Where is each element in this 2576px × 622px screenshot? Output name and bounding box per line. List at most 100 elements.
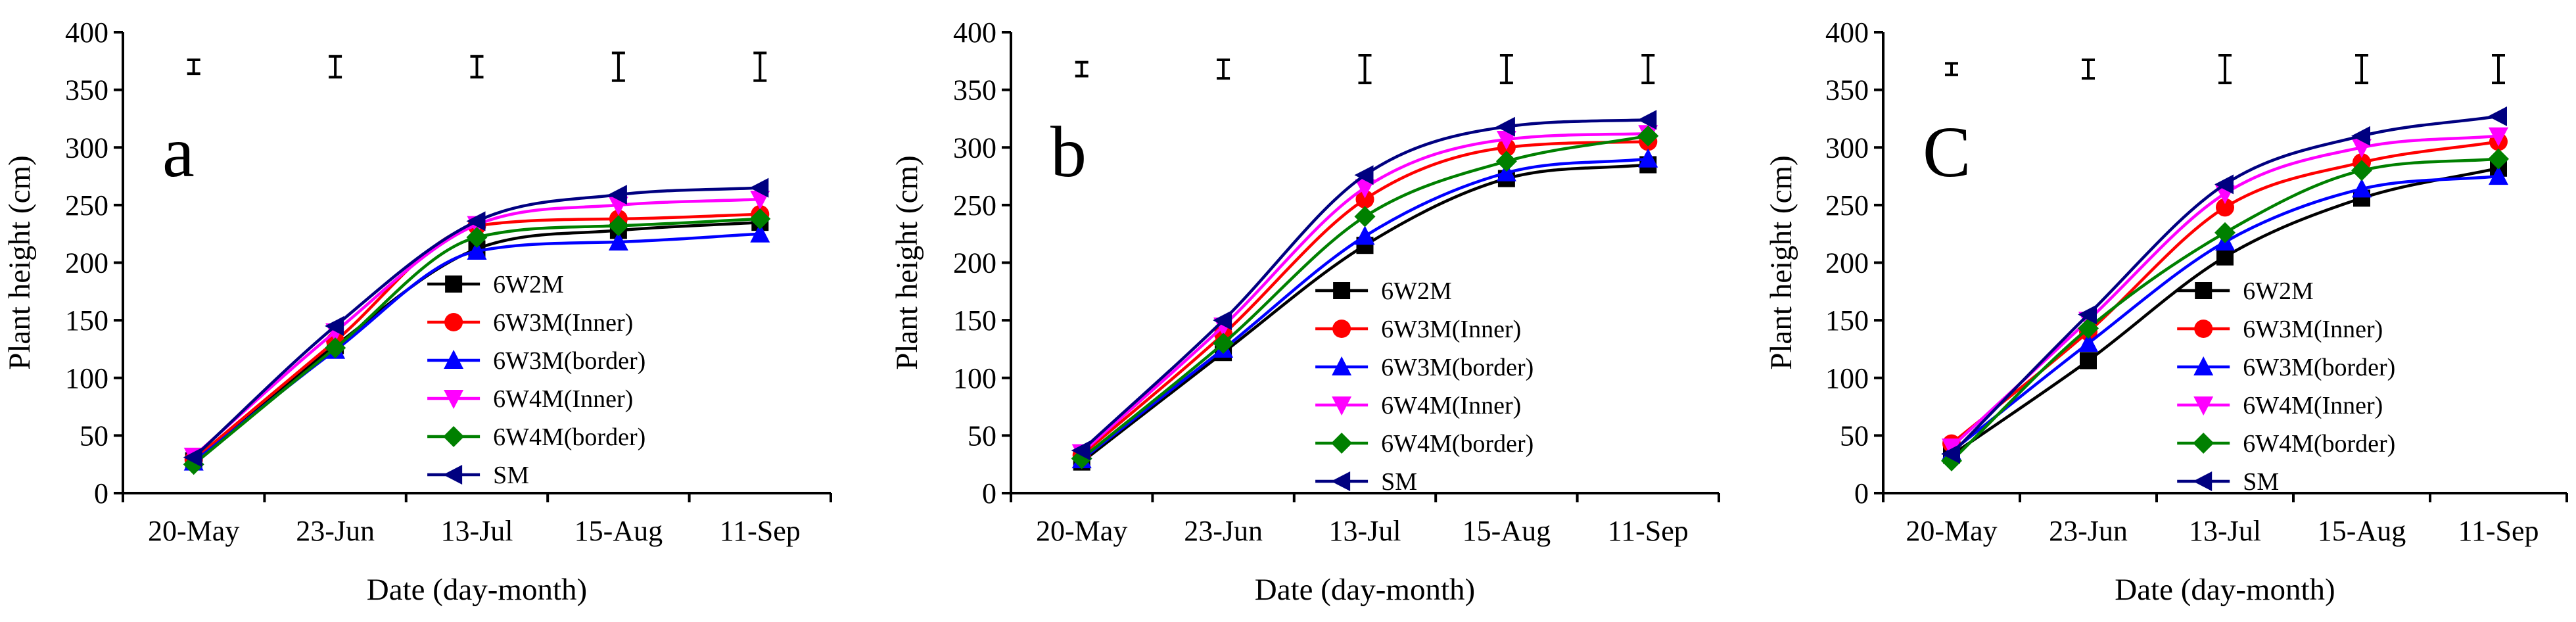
- data-point-6W4M(border): [2351, 160, 2372, 181]
- error-bar: [2492, 54, 2505, 85]
- y-tick-label: 400: [953, 16, 996, 49]
- legend: 6W2M 6W3M(Inner) 6W3M(border) 6W4M(Inner) 6W…: [1315, 277, 1534, 496]
- legend-marker: [443, 426, 465, 447]
- y-tick-label: 200: [1825, 247, 1869, 279]
- legend-item: 6W3M(Inner): [427, 309, 633, 337]
- legend-marker: [2193, 433, 2214, 454]
- x-tick-label: 11-Sep: [720, 515, 801, 547]
- legend-item: 6W3M(border): [427, 347, 645, 375]
- legend-marker: [2193, 396, 2214, 416]
- y-axis-title: Plant height (cm): [3, 155, 37, 370]
- legend-marker: [444, 313, 463, 331]
- legend-item: 6W3M(Inner): [1315, 316, 1521, 343]
- error-bar: [1945, 62, 1958, 76]
- y-axis-title: Plant height (cm): [1764, 155, 1798, 370]
- error-bar: [2082, 59, 2095, 80]
- y-tick-label: 200: [953, 247, 996, 279]
- legend-label: 6W3M(Inner): [2243, 316, 2383, 343]
- x-tick-label: 13-Jul: [441, 515, 513, 547]
- x-tick-label: 11-Sep: [1608, 515, 1689, 547]
- y-tick-label: 250: [953, 189, 996, 222]
- y-tick-label: 150: [953, 304, 996, 337]
- y-tick-label: 300: [65, 132, 108, 164]
- data-point-SM: [1071, 441, 1090, 461]
- legend-label: 6W2M: [1381, 277, 1452, 305]
- legend-marker: [1331, 471, 1351, 491]
- y-tick-label: 150: [65, 304, 108, 337]
- series-line-SM: [1950, 114, 2499, 455]
- error-bar: [329, 55, 342, 79]
- legend-label: 6W3M(border): [2243, 354, 2395, 381]
- data-point-6W3M(border): [608, 231, 628, 251]
- legend-marker: [1333, 282, 1351, 299]
- y-tick-label: 50: [80, 419, 108, 452]
- data-point-6W2M: [2216, 248, 2234, 266]
- data-point-6W4M(Inner): [1942, 438, 1961, 458]
- data-point-SM: [749, 178, 769, 198]
- y-tick-label: 0: [982, 477, 996, 510]
- legend-marker: [444, 390, 464, 409]
- data-point-SM: [2078, 304, 2097, 325]
- y-tick-label: 300: [1825, 132, 1869, 164]
- data-point-6W4M(border): [607, 215, 629, 237]
- legend-item: 6W4M(border): [2177, 430, 2395, 458]
- series-line-6W4M(border): [193, 217, 761, 466]
- data-point-SM: [2488, 106, 2507, 126]
- x-tick-label: 23-Jun: [1184, 515, 1263, 547]
- error-bar: [1358, 54, 1372, 85]
- legend-item: 6W3M(border): [2177, 354, 2395, 381]
- legend-item: SM: [1315, 468, 1417, 496]
- y-tick-label: 150: [1825, 304, 1869, 337]
- legend-marker: [443, 465, 463, 485]
- legend-marker: [2193, 471, 2213, 491]
- y-tick-label: 50: [968, 419, 996, 452]
- legend-marker: [2193, 356, 2214, 375]
- data-point-SM: [1941, 444, 1960, 464]
- data-point-6W4M(border): [466, 226, 488, 248]
- legend-label: 6W2M: [493, 271, 564, 299]
- series-line-6W4M(Inner): [1081, 132, 1649, 454]
- legend-marker: [2195, 282, 2213, 299]
- legend-marker: [1332, 356, 1352, 375]
- data-point-SM: [325, 316, 344, 336]
- x-axis-title: Date (day-month): [1255, 573, 1475, 607]
- data-point-6W3M(border): [1638, 148, 1658, 168]
- data-point-6W4M(border): [325, 337, 346, 359]
- series-line-6W3M(border): [1950, 174, 2499, 453]
- legend-marker: [1331, 433, 1353, 454]
- x-tick-label: 15-Aug: [574, 515, 663, 547]
- chart-panel-2: 0 50 100 150 200 250 300 350 400 20-May 23-Jun 13-J…: [890, 16, 1720, 607]
- data-point-6W3M(border): [1355, 226, 1375, 245]
- legend-label: 6W3M(Inner): [1381, 316, 1521, 343]
- legend-label: 6W3M(Inner): [493, 309, 633, 337]
- legend-label: 6W3M(border): [493, 347, 645, 375]
- x-tick-label: 20-May: [148, 515, 239, 547]
- series-line-6W4M(border): [1081, 134, 1649, 460]
- series-line-6W3M(Inner): [1081, 140, 1649, 456]
- legend-item: 6W2M: [1315, 277, 1452, 305]
- x-tick-label: 15-Aug: [2318, 515, 2406, 547]
- legend-item: 6W4M(Inner): [427, 385, 633, 413]
- legend-label: 6W2M: [2243, 277, 2314, 305]
- data-point-6W4M(Inner): [2489, 127, 2508, 147]
- data-point-6W4M(border): [1213, 333, 1234, 354]
- y-tick-label: 0: [1854, 477, 1869, 510]
- x-tick-label: 20-May: [1036, 515, 1127, 547]
- x-tick-label: 11-Sep: [2458, 515, 2539, 547]
- legend-item: 6W4M(border): [1315, 430, 1534, 458]
- legend-label: SM: [2243, 468, 2279, 496]
- panel-label: a: [162, 112, 195, 192]
- data-point-SM: [466, 211, 486, 231]
- error-bar: [1217, 59, 1230, 80]
- data-point-6W4M(Inner): [1496, 130, 1516, 150]
- legend-label: 6W4M(Inner): [493, 385, 633, 413]
- data-point-6W4M(border): [1637, 125, 1659, 147]
- series-line-SM: [1081, 118, 1649, 452]
- y-tick-label: 100: [953, 362, 996, 395]
- data-point-SM: [1354, 165, 1374, 185]
- legend-label: 6W4M(border): [2243, 430, 2395, 458]
- data-point-SM: [183, 447, 202, 467]
- data-point-6W3M(border): [2352, 178, 2372, 198]
- error-bar: [187, 59, 200, 76]
